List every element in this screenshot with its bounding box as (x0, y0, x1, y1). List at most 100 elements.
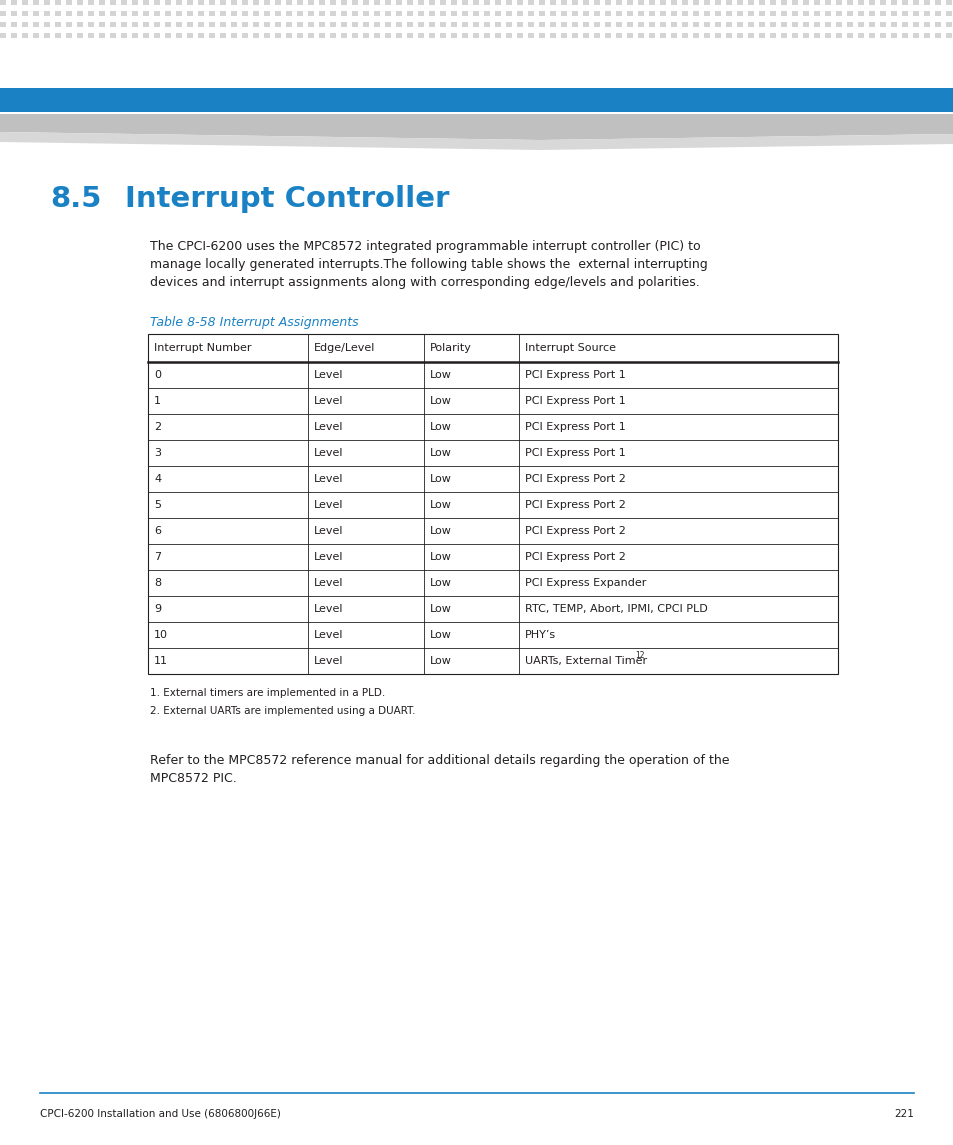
Bar (846, 0, 852, 5)
Bar (495, 0, 500, 5)
Bar (66, 33, 71, 38)
Bar (923, 33, 929, 38)
Bar (473, 33, 478, 38)
Bar (429, 33, 435, 38)
Bar (110, 0, 116, 5)
Bar (517, 22, 522, 27)
Bar (495, 22, 500, 27)
Bar (121, 11, 127, 16)
Bar (461, 11, 468, 16)
Bar (374, 11, 379, 16)
Bar (274, 33, 281, 38)
Text: 221: 221 (893, 1110, 913, 1119)
Bar (538, 22, 544, 27)
Bar (648, 0, 655, 5)
Bar (153, 0, 160, 5)
Bar (681, 11, 687, 16)
Bar (769, 11, 775, 16)
Text: 4: 4 (153, 474, 161, 484)
Bar (747, 22, 753, 27)
Bar (33, 22, 39, 27)
Bar (582, 11, 588, 16)
Text: 0: 0 (153, 370, 161, 380)
Bar (846, 22, 852, 27)
Bar (253, 22, 258, 27)
Bar (703, 33, 709, 38)
Bar (274, 11, 281, 16)
Text: Polarity: Polarity (430, 344, 472, 353)
Bar (923, 11, 929, 16)
Bar (550, 11, 556, 16)
Bar (725, 0, 731, 5)
Bar (934, 22, 940, 27)
Bar (22, 33, 28, 38)
Text: Level: Level (314, 605, 343, 614)
Bar (363, 33, 369, 38)
Bar (99, 22, 105, 27)
Bar (132, 33, 138, 38)
Bar (220, 33, 226, 38)
Bar (659, 11, 665, 16)
Bar (747, 33, 753, 38)
Bar (153, 33, 160, 38)
Bar (296, 11, 303, 16)
Bar (505, 22, 512, 27)
Bar (395, 22, 401, 27)
Bar (407, 33, 413, 38)
Bar (681, 22, 687, 27)
Text: PCI Express Port 2: PCI Express Port 2 (524, 526, 625, 536)
Bar (417, 22, 423, 27)
Bar (781, 0, 786, 5)
Bar (616, 22, 621, 27)
Bar (385, 22, 391, 27)
Bar (439, 0, 446, 5)
Text: PCI Express Port 1: PCI Express Port 1 (524, 396, 625, 406)
Bar (165, 11, 171, 16)
Bar (703, 22, 709, 27)
Bar (505, 11, 512, 16)
Bar (99, 33, 105, 38)
Text: PCI Express Port 1: PCI Express Port 1 (524, 423, 625, 432)
Bar (143, 33, 149, 38)
Bar (153, 11, 160, 16)
Bar (110, 22, 116, 27)
Bar (55, 0, 61, 5)
Bar (857, 0, 863, 5)
Bar (495, 11, 500, 16)
Text: 8: 8 (153, 578, 161, 589)
Bar (296, 22, 303, 27)
Text: CPCI-6200 Installation and Use (6806800J66E): CPCI-6200 Installation and Use (6806800J… (40, 1110, 280, 1119)
Bar (461, 0, 468, 5)
Bar (429, 11, 435, 16)
Bar (220, 11, 226, 16)
Bar (560, 11, 566, 16)
Bar (0, 22, 6, 27)
Bar (791, 11, 797, 16)
Bar (781, 22, 786, 27)
Text: UARTs, External Timer: UARTs, External Timer (524, 656, 646, 666)
Bar (143, 0, 149, 5)
Bar (187, 33, 193, 38)
Bar (550, 22, 556, 27)
Bar (253, 33, 258, 38)
Bar (901, 33, 907, 38)
Bar (659, 0, 665, 5)
Bar (868, 11, 874, 16)
Bar (340, 33, 347, 38)
Bar (670, 11, 677, 16)
Bar (890, 33, 896, 38)
Bar (330, 0, 335, 5)
Bar (143, 22, 149, 27)
Bar (451, 33, 456, 38)
Bar (407, 11, 413, 16)
Bar (759, 22, 764, 27)
Bar (121, 33, 127, 38)
Bar (626, 22, 633, 27)
Bar (429, 22, 435, 27)
Bar (538, 11, 544, 16)
Bar (264, 11, 270, 16)
Bar (560, 0, 566, 5)
Bar (451, 22, 456, 27)
Bar (132, 22, 138, 27)
Bar (318, 22, 325, 27)
